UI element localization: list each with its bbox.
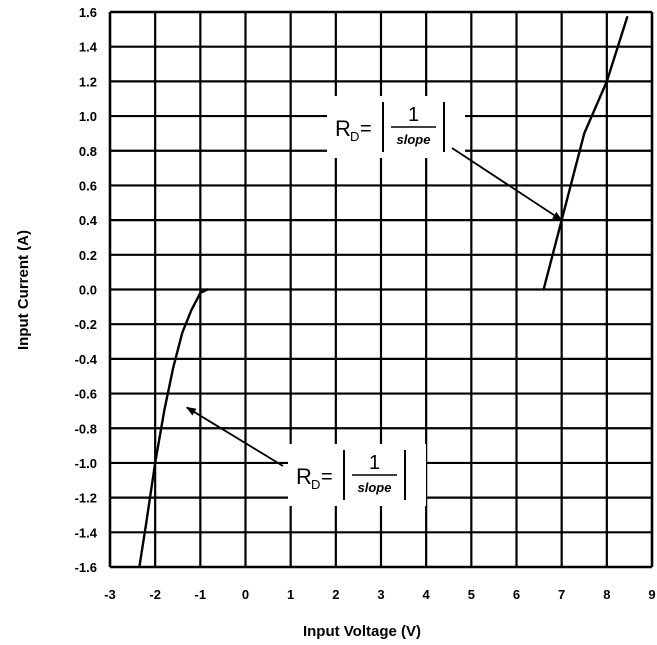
fraction-denominator: slope — [397, 132, 431, 147]
fraction-numerator: 1 — [408, 104, 419, 126]
x-tick-label: 4 — [423, 587, 431, 602]
annotation-label-subscript: D — [311, 477, 320, 492]
fraction-denominator: slope — [358, 480, 392, 495]
annotation-equals: = — [360, 118, 372, 140]
y-tick-label: 0.0 — [79, 283, 97, 298]
y-tick-label: -1.4 — [75, 525, 98, 540]
annotation-arrow — [185, 406, 284, 467]
x-tick-label: 3 — [377, 587, 384, 602]
y-tick-label: 0.6 — [79, 178, 97, 193]
x-tick-label: 9 — [648, 587, 655, 602]
x-tick-label: 0 — [242, 587, 249, 602]
series-line-2 — [542, 16, 629, 291]
annotation-rd-1: R D = 1 slope — [327, 96, 563, 221]
y-tick-label: -1.0 — [75, 456, 97, 471]
y-tick-label: 0.2 — [79, 248, 97, 263]
y-tick-label: -1.2 — [75, 491, 97, 506]
annotation-label-subscript: D — [350, 129, 359, 144]
y-tick-label: 1.6 — [79, 5, 97, 20]
y-tick-label: -0.4 — [75, 352, 98, 367]
x-tick-label: 2 — [332, 587, 339, 602]
annotation-equals: = — [321, 466, 333, 488]
x-tick-label: 8 — [603, 587, 610, 602]
y-tick-label: -1.6 — [75, 560, 97, 575]
annotation-label-r: R — [296, 464, 312, 489]
x-tick-label: 1 — [287, 587, 294, 602]
y-tick-label: -0.6 — [75, 387, 97, 402]
annotation-arrow — [451, 147, 563, 221]
x-tick-label: 7 — [558, 587, 565, 602]
y-tick-label: 1.2 — [79, 74, 97, 89]
x-axis-title: Input Voltage (V) — [303, 623, 421, 640]
tick-labels: -3 -2 -1 0 1 2 3 4 5 6 7 8 9 -1.6 -1.4 -1.2 -1.0 -0.8 -0.6… — [75, 5, 656, 602]
y-tick-label: 0.8 — [79, 144, 97, 159]
y-tick-label: 1.4 — [79, 40, 98, 55]
series-layer — [138, 16, 629, 569]
x-tick-label: -3 — [104, 587, 116, 602]
annotation-label-r: R — [335, 116, 351, 141]
series-line-1 — [138, 288, 209, 569]
fraction-numerator: 1 — [369, 452, 380, 474]
annotation-rd-2: R D = 1 slope — [185, 406, 426, 506]
y-tick-label: 1.0 — [79, 109, 97, 124]
y-axis-title: Input Current (A) — [15, 230, 32, 350]
y-tick-label: -0.8 — [75, 421, 97, 436]
x-tick-label: -2 — [149, 587, 161, 602]
y-tick-label: -0.2 — [75, 317, 97, 332]
y-tick-label: 0.4 — [79, 213, 98, 228]
x-tick-label: -1 — [195, 587, 207, 602]
x-tick-label: 5 — [468, 587, 475, 602]
x-tick-label: 6 — [513, 587, 520, 602]
